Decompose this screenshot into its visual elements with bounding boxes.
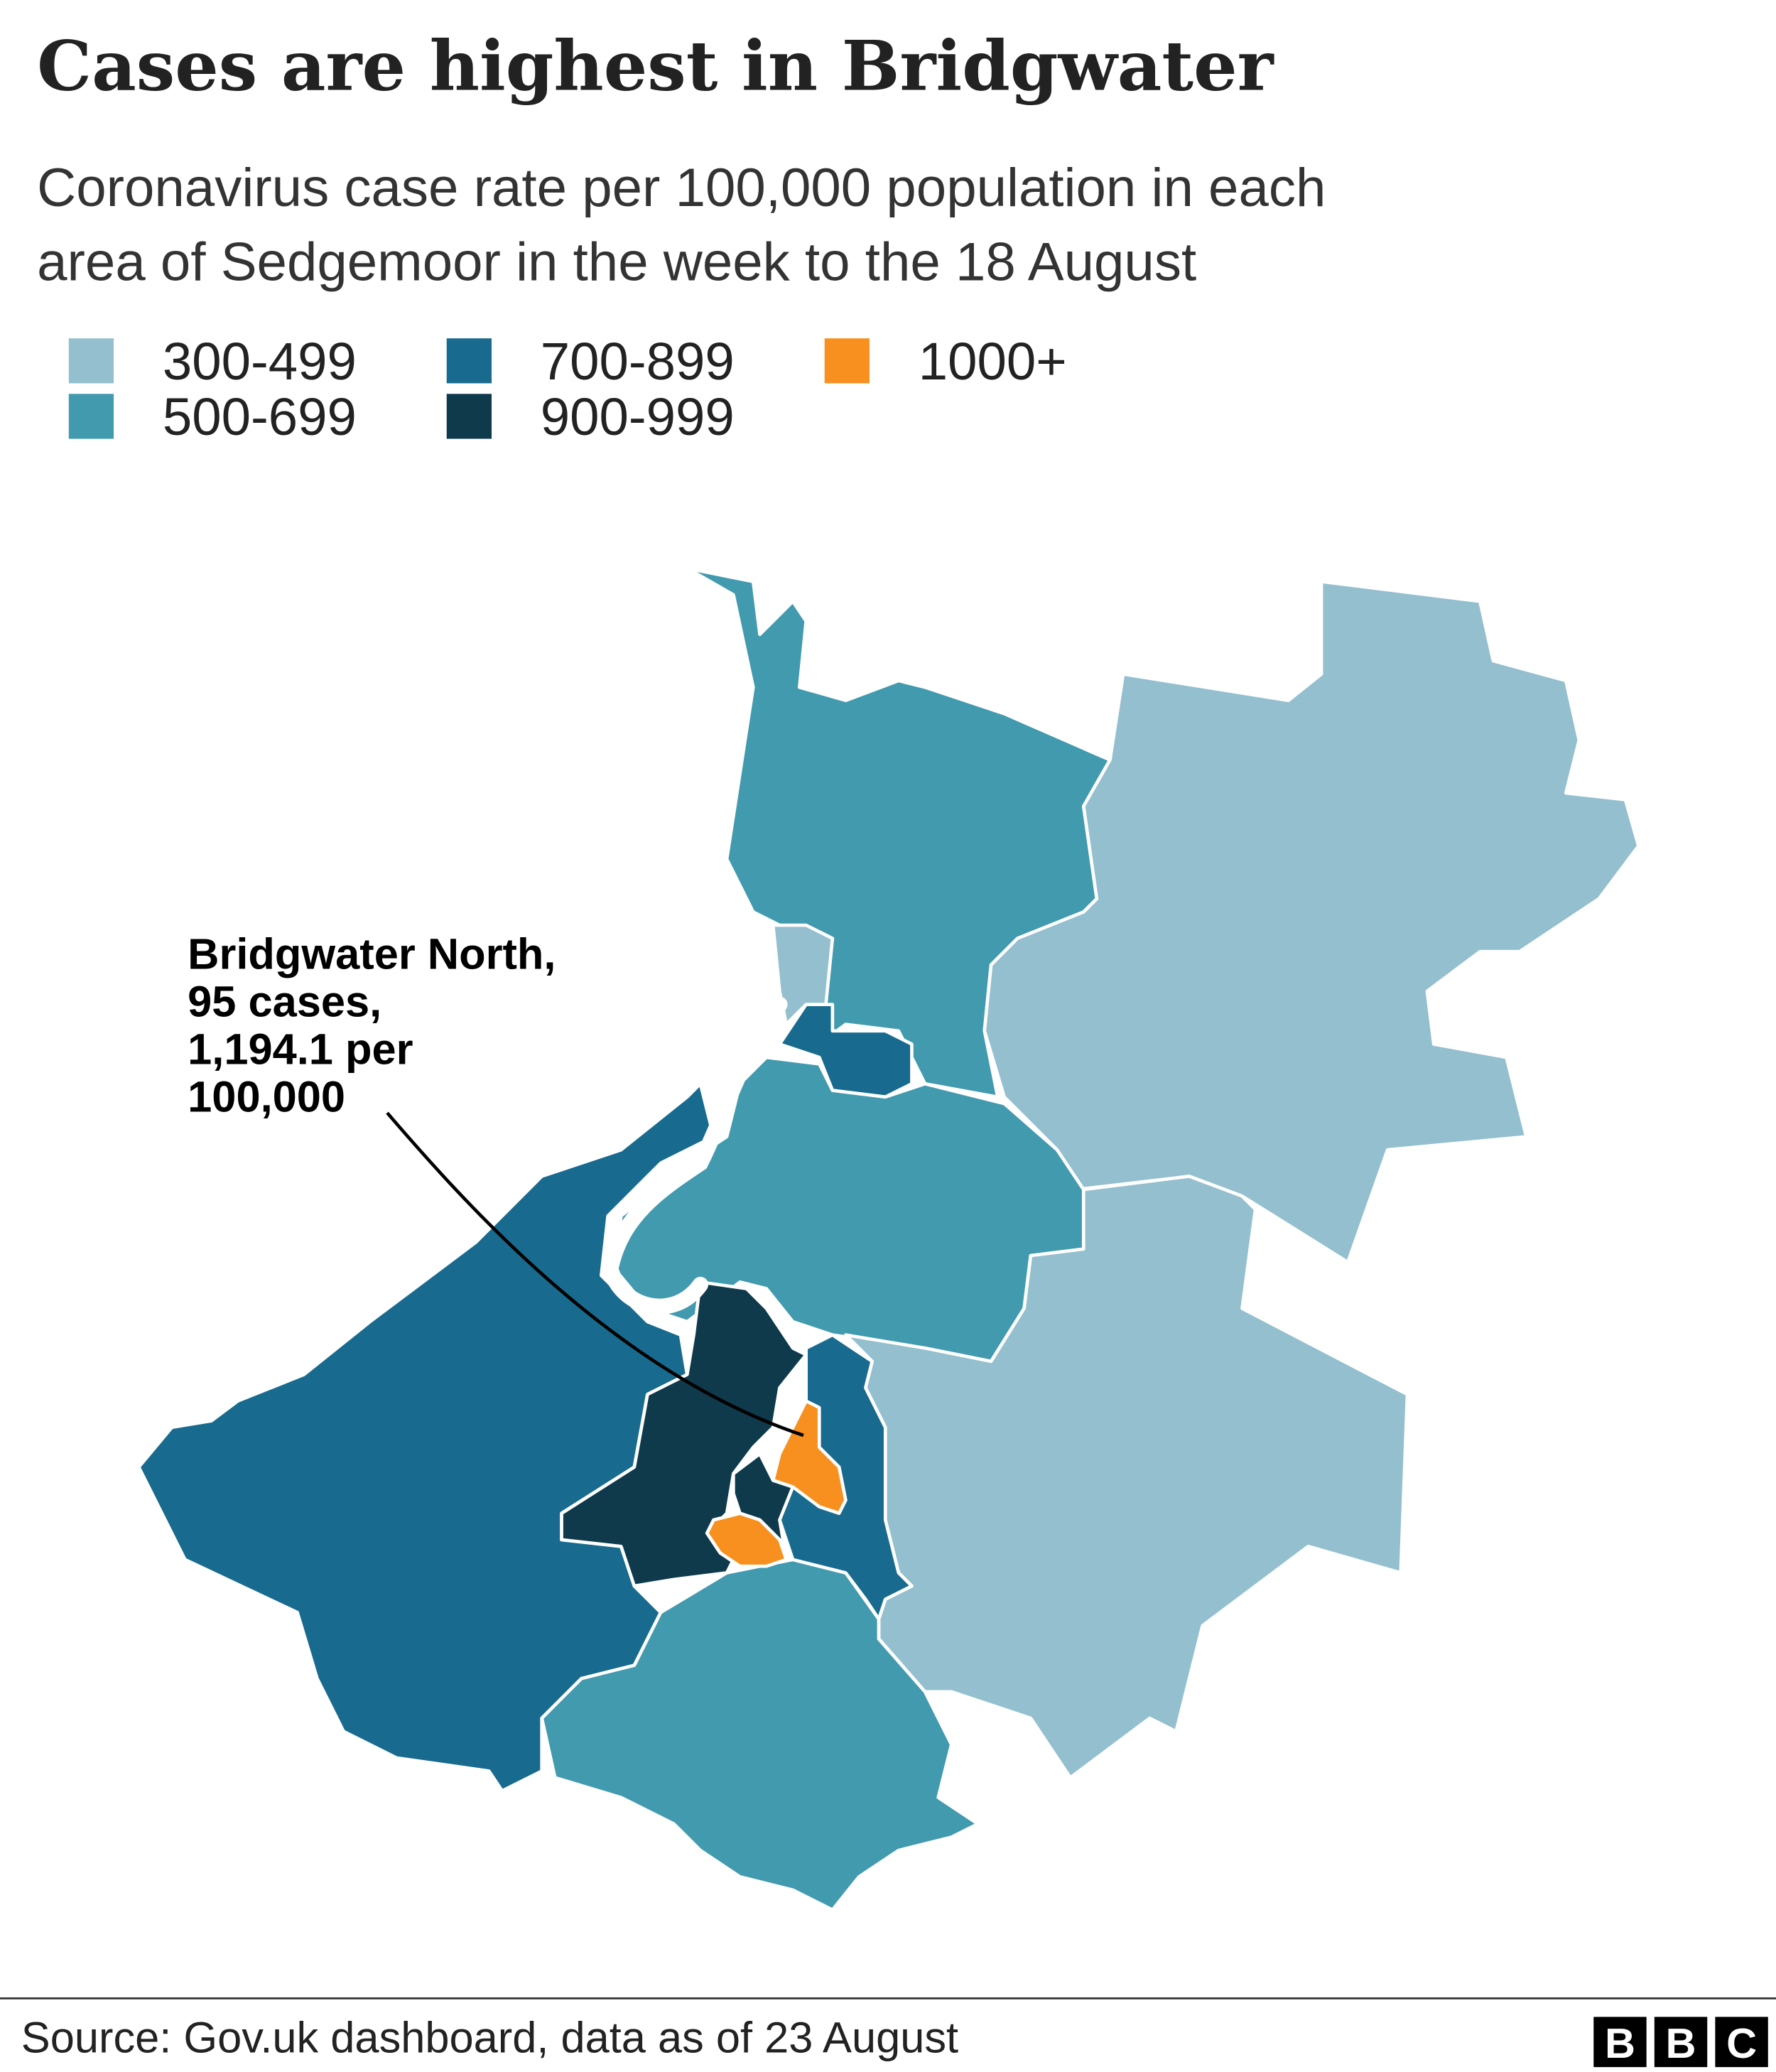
legend-swatch bbox=[68, 394, 114, 439]
source: Source: Gov.uk dashboard, data as of 23 … bbox=[21, 2014, 958, 2063]
annotation: Bridgwater North,95 cases,1,194.1 per100… bbox=[188, 929, 556, 1121]
logo-box bbox=[1593, 2017, 1647, 2068]
region bbox=[982, 580, 1640, 1264]
leader-line bbox=[386, 1111, 804, 1437]
annotation-text: 1,194.1 per bbox=[188, 1025, 413, 1074]
region bbox=[705, 1511, 789, 1568]
regions bbox=[137, 566, 1640, 1912]
logo-letter: B bbox=[1666, 2019, 1696, 2067]
legend-label: 1000+ bbox=[919, 332, 1067, 391]
logo-letter: C bbox=[1726, 2019, 1757, 2067]
subtitle: area of Sedgemoor in the week to the 18 … bbox=[37, 232, 1196, 292]
river bbox=[602, 996, 788, 1315]
legend-swatch bbox=[68, 338, 114, 384]
annotation-text: Bridgwater North, bbox=[188, 929, 556, 978]
annotation-text: 100,000 bbox=[188, 1072, 345, 1121]
logo-letter: B bbox=[1605, 2019, 1635, 2067]
legend-label: 900-999 bbox=[541, 387, 735, 446]
region bbox=[732, 1452, 795, 1562]
annotation-text: 95 cases, bbox=[188, 977, 381, 1026]
legend-swatch bbox=[824, 338, 870, 384]
region bbox=[771, 1399, 848, 1516]
subtitle: Coronavirus case rate per 100,000 popula… bbox=[37, 158, 1326, 218]
region bbox=[137, 1081, 715, 1793]
legend-label: 700-899 bbox=[541, 332, 735, 391]
legend-label: 300-499 bbox=[163, 332, 357, 391]
legend-label: 500-699 bbox=[163, 387, 357, 446]
logo-box bbox=[1715, 2017, 1768, 2068]
title: Cases are highest in Bridgwater bbox=[37, 25, 1274, 106]
legend-swatch bbox=[446, 394, 492, 439]
legend-swatch bbox=[446, 338, 492, 384]
logo-box bbox=[1654, 2017, 1708, 2068]
